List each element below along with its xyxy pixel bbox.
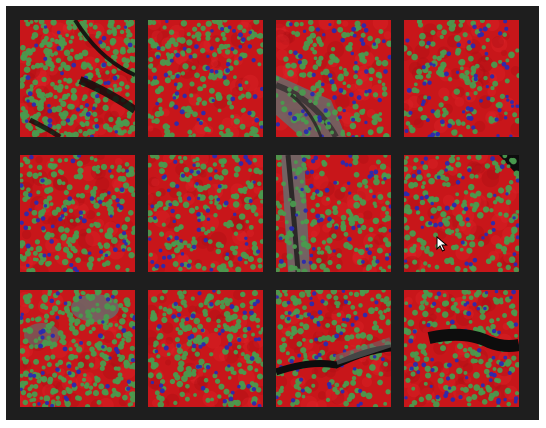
tile-image — [148, 155, 263, 272]
microscopy-tile-r2c3[interactable] — [276, 155, 391, 272]
tile-image — [20, 290, 135, 407]
microscopy-tile-r3c3[interactable] — [276, 290, 391, 407]
tile-image — [148, 20, 263, 137]
tile-image — [20, 155, 135, 272]
tile-image — [276, 155, 391, 272]
tile-image — [404, 20, 519, 137]
tile-image — [148, 290, 263, 407]
mouse-pointer-icon — [436, 236, 448, 252]
microscopy-tile-r2c2[interactable] — [148, 155, 263, 272]
microscopy-tile-r1c4[interactable] — [404, 20, 519, 137]
microscopy-tile-r1c1[interactable] — [20, 20, 135, 137]
image-viewer-frame — [6, 6, 539, 420]
microscopy-tile-r2c4[interactable] — [404, 155, 519, 272]
microscopy-tile-grid — [20, 20, 530, 408]
tile-image — [276, 290, 391, 407]
tile-image — [404, 290, 519, 407]
tile-image — [276, 20, 391, 137]
microscopy-tile-r3c1[interactable] — [20, 290, 135, 407]
microscopy-tile-r1c2[interactable] — [148, 20, 263, 137]
tile-image — [404, 155, 519, 272]
microscopy-tile-r2c1[interactable] — [20, 155, 135, 272]
microscopy-tile-r1c3[interactable] — [276, 20, 391, 137]
microscopy-tile-r3c2[interactable] — [148, 290, 263, 407]
microscopy-tile-r3c4[interactable] — [404, 290, 519, 407]
tile-image — [20, 20, 135, 137]
